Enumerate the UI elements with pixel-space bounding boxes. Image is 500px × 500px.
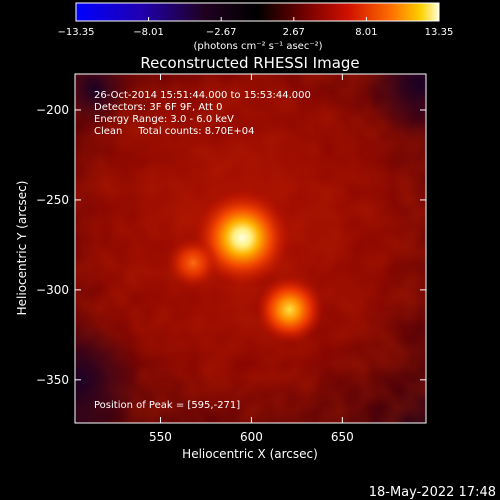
y-tick-label: −350	[36, 373, 69, 387]
colorbar-frame	[75, 2, 440, 22]
x-tick-label: 550	[149, 430, 172, 444]
source-blob	[167, 236, 220, 289]
y-axis-label: Heliocentric Y (arcsec)	[15, 181, 29, 316]
source-blob	[255, 275, 324, 344]
annotation-energy-range: Energy Range: 3.0 - 6.0 keV	[94, 114, 234, 125]
plot-frame	[74, 73, 427, 424]
y-axis-ticks: −200 −250 −300 −350	[36, 103, 426, 387]
y-tick-label: −300	[36, 283, 69, 297]
x-axis-label: Heliocentric X (arcsec)	[182, 447, 318, 461]
annotation-time-range: 26-Oct-2014 15:51:44.000 to 15:53:44.000	[94, 90, 311, 101]
colorbar	[76, 3, 439, 21]
annotation-clean-counts: Clean Total counts: 8.70E+04	[94, 126, 254, 137]
chart-title: Reconstructed RHESSI Image	[140, 54, 359, 72]
y-tick-label: −250	[36, 193, 69, 207]
y-tick-label: −200	[36, 103, 69, 117]
colorbar-ticks: −13.35 −8.01 −2.67 2.67 8.01 13.35	[57, 17, 453, 38]
x-tick-label: 600	[240, 430, 263, 444]
heatmap-image	[75, 74, 426, 423]
colorbar-tick-label: −13.35	[57, 27, 94, 38]
colorbar-tick-label: −8.01	[133, 27, 164, 38]
annotation-detectors: Detectors: 3F 6F 9F, Att 0	[94, 102, 222, 113]
colorbar-unit-label: (photons cm⁻² s⁻¹ asec⁻²)	[193, 41, 322, 52]
footer-date: 18-May-2022 17:48	[369, 485, 496, 500]
peak-position-label: Position of Peak = [595,-271]	[94, 400, 240, 411]
x-axis-ticks: 550 600 650	[149, 74, 354, 444]
colorbar-tick-label: 2.67	[283, 27, 305, 38]
colorbar-tick-label: 8.01	[355, 27, 377, 38]
colorbar-tick-label: 13.35	[425, 27, 454, 38]
x-tick-label: 650	[331, 430, 354, 444]
colorbar-tick-label: −2.67	[206, 27, 237, 38]
